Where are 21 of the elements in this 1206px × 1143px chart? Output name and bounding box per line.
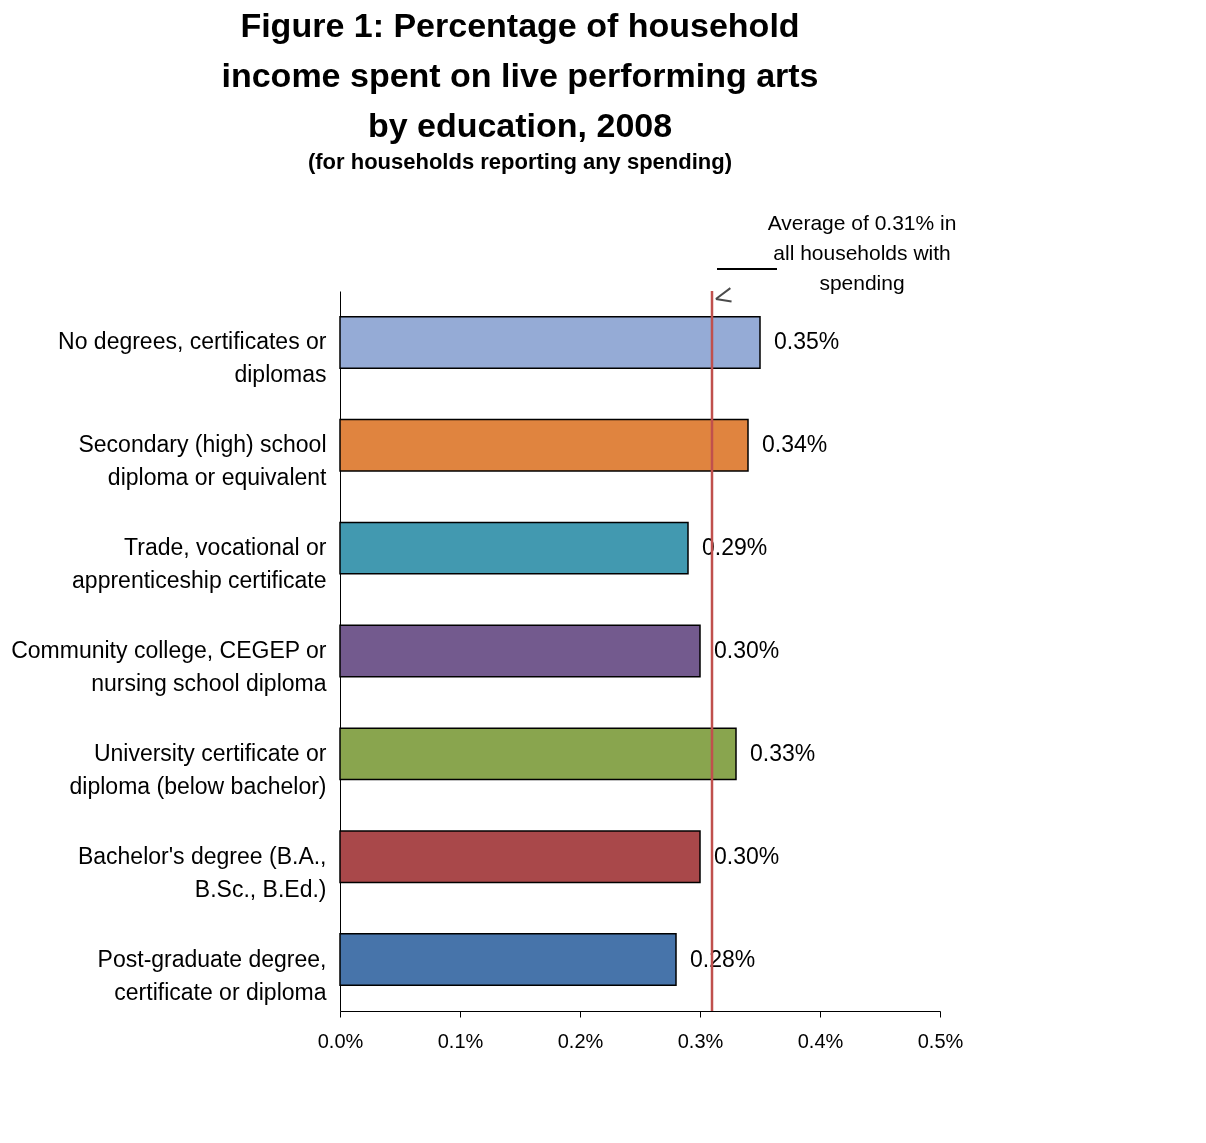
- x-tick-label: 0.2%: [557, 1029, 604, 1052]
- data-label: 0.30%: [714, 842, 780, 869]
- chart-title: Figure 1: Percentage of household income spent on live performing arts by education, 2008: [221, 6, 819, 144]
- y-tick-label: Bachelor's degree (B.A., B.Sc., B.Ed.): [77, 842, 327, 902]
- chart-subtitle: (for households reporting any spending): [307, 149, 733, 174]
- ref-line-label: Average of 0.31% in all households with spending: [767, 211, 957, 294]
- y-tick-label: University certificate or diploma (below bachelor): [69, 739, 327, 799]
- data-label: 0.30%: [714, 637, 780, 663]
- y-tick-label: Trade, vocational or apprenticeship certificate: [72, 534, 327, 594]
- x-tick-label: 0.5%: [917, 1029, 964, 1052]
- data-label: 0.34%: [762, 431, 828, 458]
- y-tick-label: Post-graduate degree, certificate or diploma: [97, 945, 327, 1005]
- y-tick-label: Community college, CEGEP or nursing school diploma: [11, 637, 327, 696]
- x-tick-label: 0.3%: [677, 1029, 724, 1052]
- x-tick-label: 0.4%: [797, 1029, 844, 1052]
- data-label: 0.35%: [774, 328, 840, 355]
- y-tick-label: No degrees, certificates or diplomas: [58, 328, 327, 388]
- y-tick-label: Secondary (high) school diploma or equivalent: [78, 431, 328, 491]
- data-label: 0.33%: [750, 739, 816, 766]
- x-tick-label: 0.0%: [317, 1029, 364, 1052]
- x-tick-label: 0.1%: [437, 1029, 484, 1052]
